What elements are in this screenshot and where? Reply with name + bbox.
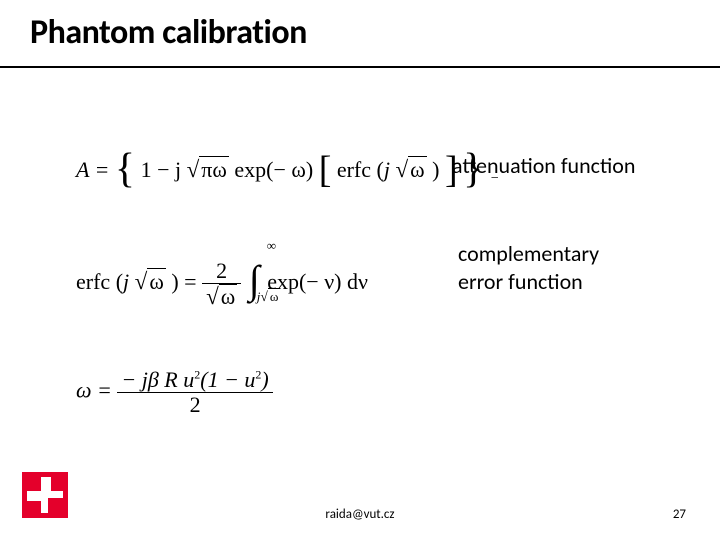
sqrt-omega-1: ω (395, 156, 426, 183)
term-1: 1 − j (141, 157, 182, 182)
title-rule (0, 66, 720, 68)
footer-email: raida@vut.cz (0, 507, 720, 522)
brace-left: { (115, 157, 135, 182)
int-upper: ∞ (267, 238, 276, 254)
formula-omega: ω = − jβ R u2(1 − u2) 2 (76, 368, 273, 417)
equals: = (184, 269, 196, 294)
sym-omega: ω = (76, 378, 112, 403)
page-title: Phantom calibration (30, 12, 307, 53)
fn-erfc: erfc (337, 157, 371, 182)
sqrt-omega-2: ω (135, 268, 166, 295)
formula-erfc: erfc (j ω ) = 2 ω ∞ ∫ jω exp(− ν) dν (76, 252, 368, 309)
integrand: exp(− ν) dν (267, 269, 368, 294)
fn-erfc-lhs: erfc (76, 269, 110, 294)
sym-j: j (384, 157, 390, 182)
footer-page-number: 27 (673, 507, 686, 522)
bracket-left: [ (319, 159, 332, 182)
sqrt-piomega: πω (187, 156, 229, 183)
frac-omega: − jβ R u2(1 − u2) 2 (117, 368, 272, 417)
int-lower: jω (257, 288, 281, 305)
frac-2-sqrtomega: 2 ω (202, 259, 241, 310)
label-attenuation: attenuation function (452, 152, 635, 179)
term-exp: exp(− ω) (234, 157, 313, 182)
formula-attenuation: A = { 1 − j πω exp(− ω) [ erfc (j ω ) ] … (76, 152, 499, 187)
sym-A: A = (76, 157, 109, 182)
label-erfc-1: complementary error function (458, 240, 638, 295)
